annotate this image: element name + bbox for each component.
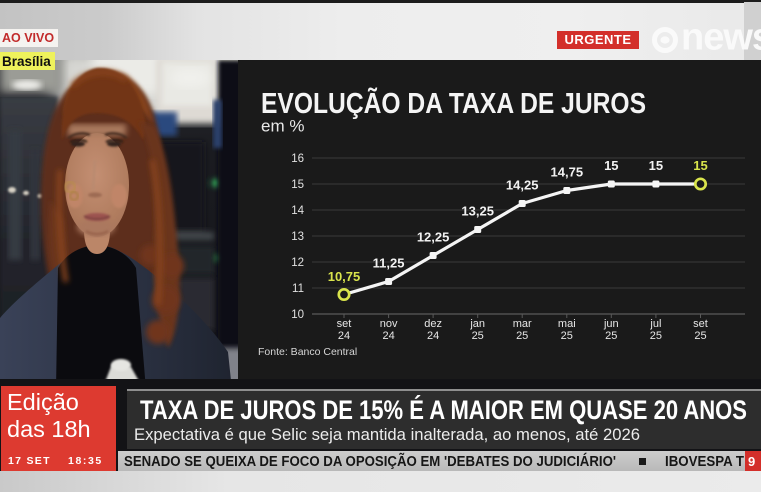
svg-text:14: 14 [291,205,304,217]
svg-text:dez: dez [424,318,442,330]
svg-text:25: 25 [561,330,573,342]
svg-text:16: 16 [291,153,304,165]
svg-text:25: 25 [694,330,706,342]
svg-text:EVOLUÇÃO DA TAXA DE JUROS: EVOLUÇÃO DA TAXA DE JUROS [261,86,646,120]
svg-text:24: 24 [427,330,439,342]
svg-text:25: 25 [516,330,528,342]
svg-text:set: set [337,318,352,330]
svg-text:10,75: 10,75 [328,269,361,284]
svg-text:15: 15 [649,158,663,173]
svg-text:24: 24 [338,330,350,342]
svg-text:11: 11 [292,283,304,295]
svg-text:25: 25 [472,330,484,342]
svg-text:10: 10 [291,309,304,321]
svg-text:14,25: 14,25 [506,178,539,193]
svg-text:15: 15 [604,158,618,173]
svg-text:13: 13 [291,231,304,243]
svg-text:nov: nov [380,318,398,330]
svg-text:jul: jul [649,318,661,330]
svg-text:13,25: 13,25 [461,204,494,219]
svg-text:15: 15 [693,158,707,173]
svg-text:Fonte: Banco Central: Fonte: Banco Central [258,346,357,358]
svg-text:mar: mar [513,318,532,330]
svg-text:mai: mai [558,318,576,330]
svg-text:25: 25 [650,330,662,342]
svg-text:em %: em % [261,117,304,136]
svg-text:jun: jun [603,318,619,330]
svg-text:set: set [693,318,708,330]
svg-text:jan: jan [469,318,485,330]
svg-text:25: 25 [605,330,617,342]
svg-text:12: 12 [291,257,304,269]
svg-text:14,75: 14,75 [551,165,584,180]
svg-text:12,25: 12,25 [417,230,450,245]
svg-text:24: 24 [382,330,394,342]
svg-text:11,25: 11,25 [373,256,405,271]
svg-text:news: news [681,17,761,59]
svg-text:15: 15 [291,179,304,191]
